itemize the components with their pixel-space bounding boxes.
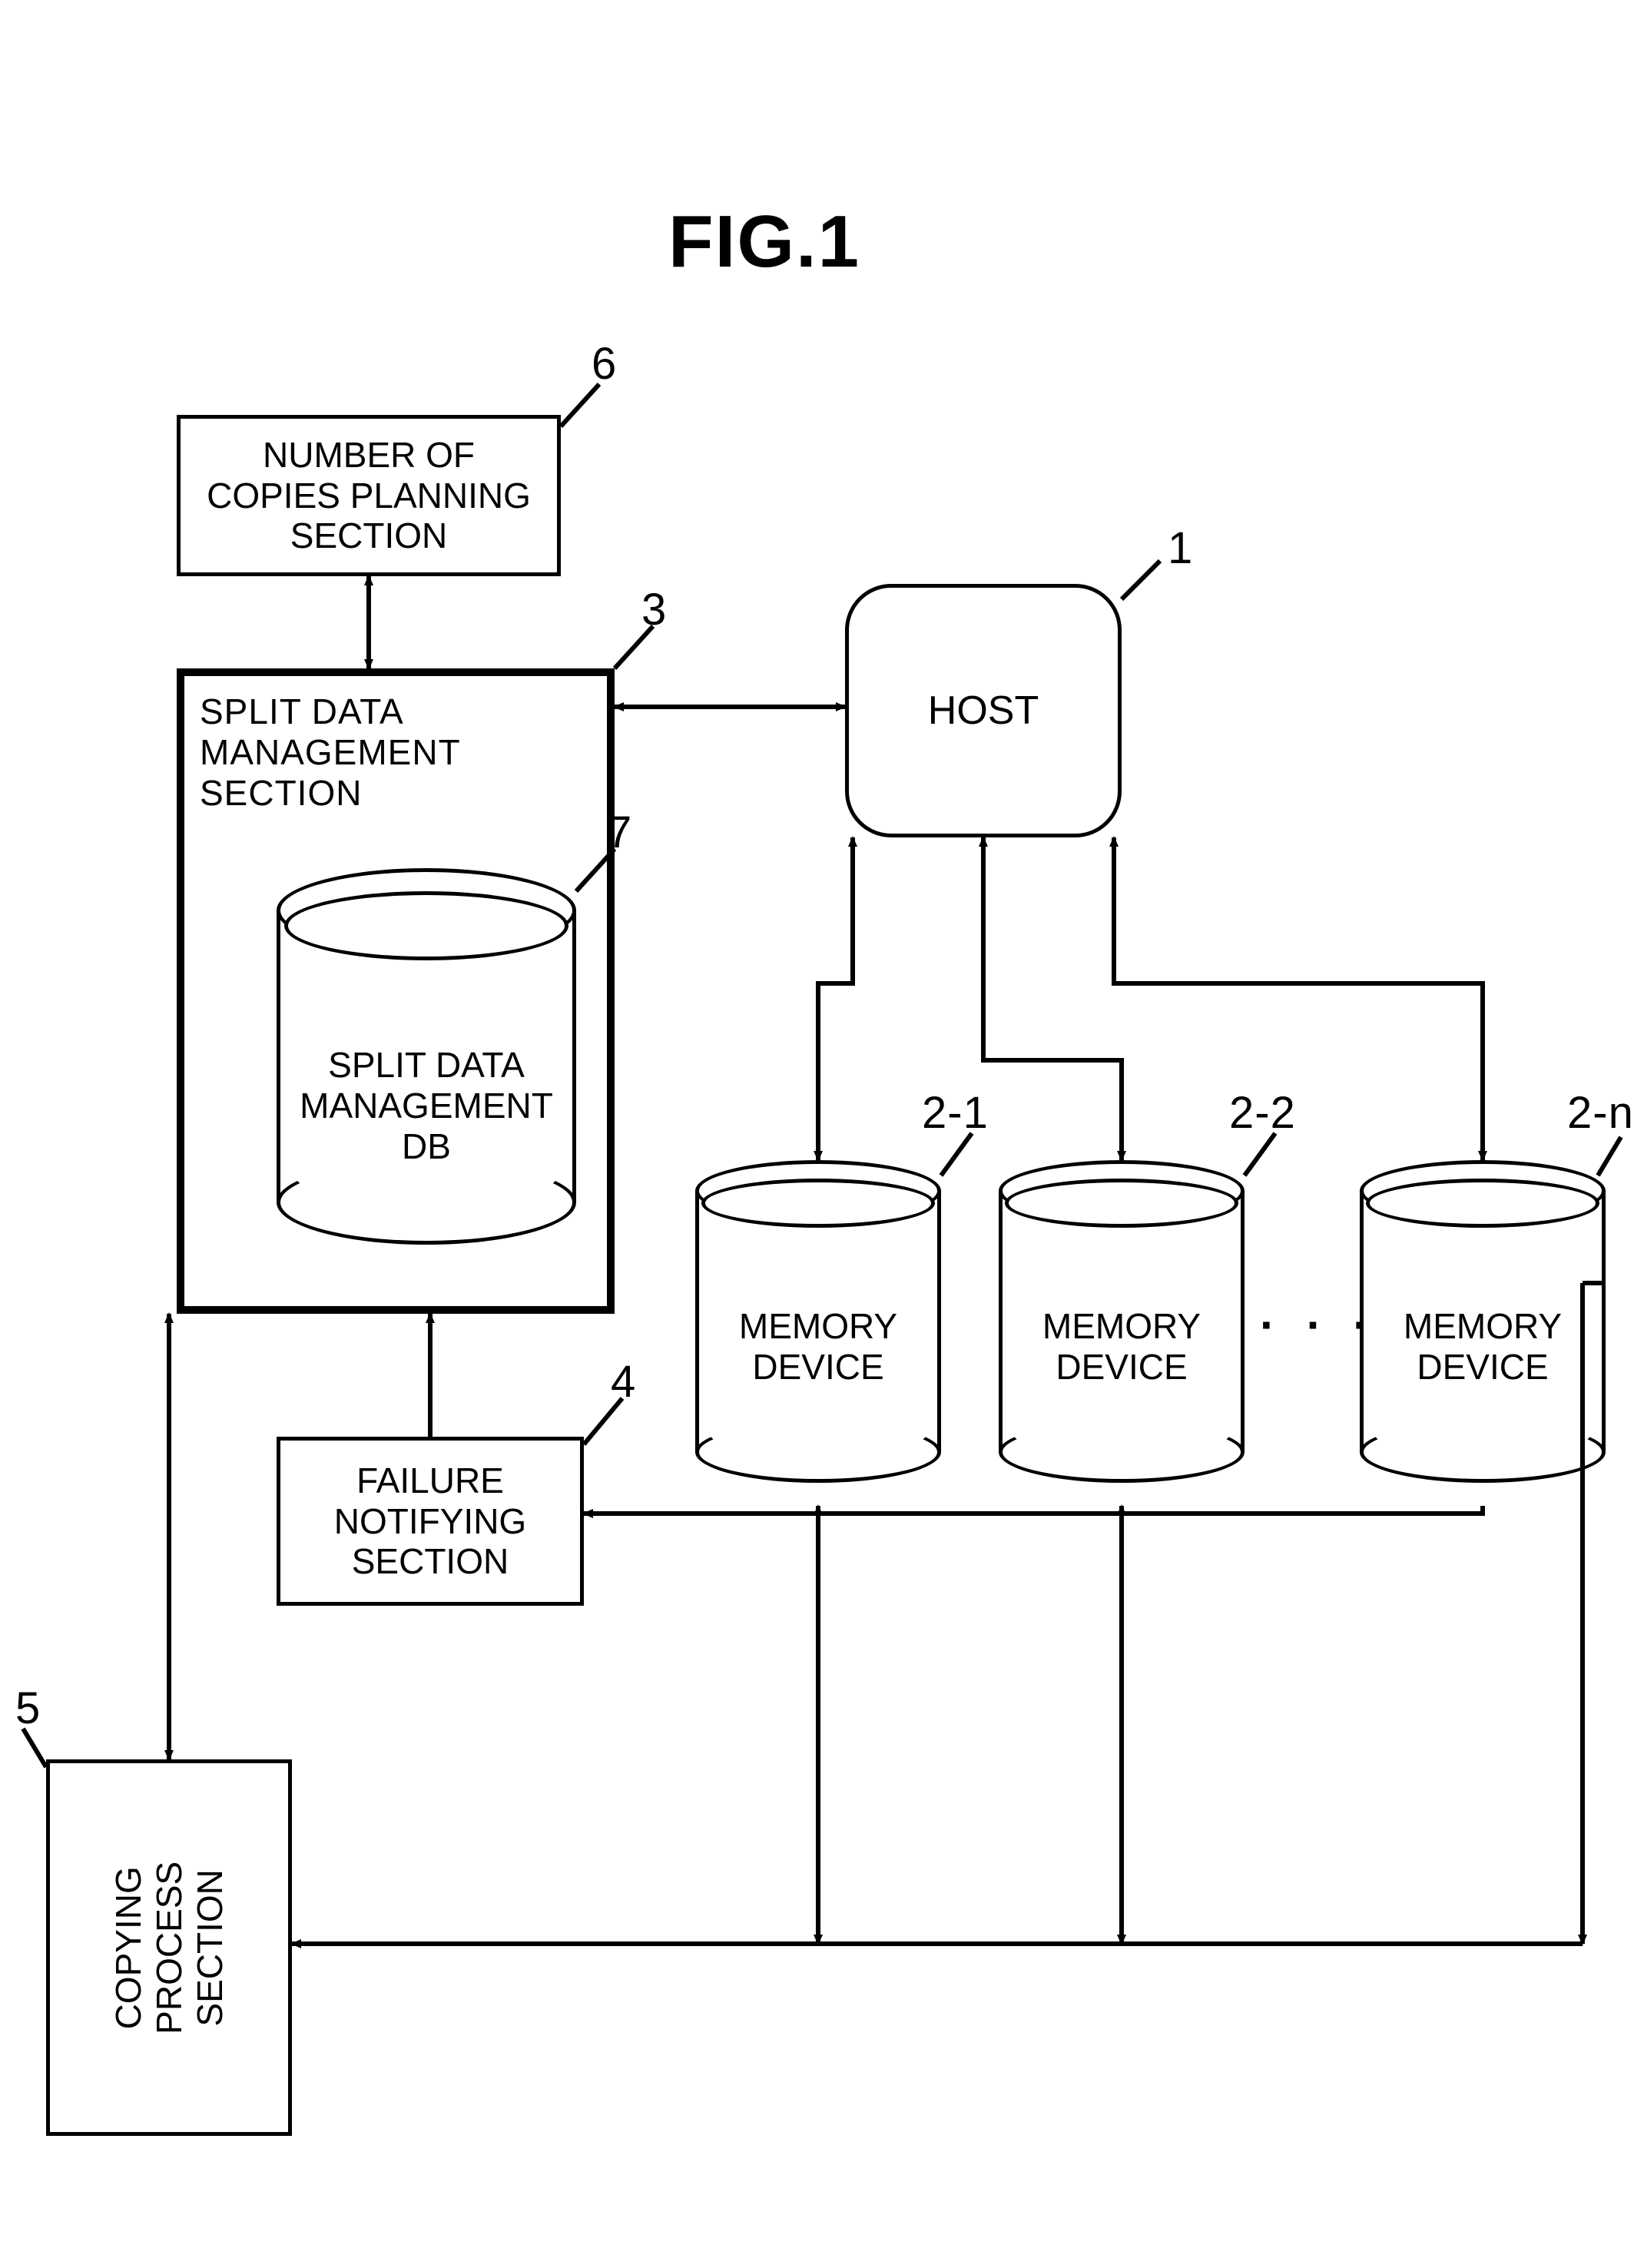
ref-6: 6 [592, 338, 617, 390]
ref-1: 1 [1168, 522, 1193, 574]
edge-host-mem2 [983, 837, 1122, 1160]
ref-2-n: 2-n [1567, 1087, 1634, 1139]
failure-box: FAILURE NOTIFYING SECTION [277, 1437, 584, 1606]
edge-ref5-lead [23, 1729, 46, 1767]
edge-fail-mem2 [584, 1506, 1122, 1514]
host-box: HOST [845, 584, 1122, 837]
ref-2-1: 2-1 [922, 1087, 989, 1139]
copies-planning-box: NUMBER OF COPIES PLANNING SECTION [177, 415, 561, 576]
host-label: HOST [928, 688, 1039, 734]
copying-label: COPYING PROCESS SECTION [108, 1862, 230, 2034]
edge-host-memn [1114, 837, 1483, 1160]
edge-ref6-lead [561, 384, 599, 426]
ref-5: 5 [15, 1683, 41, 1734]
figure-canvas: FIG.1 NUMBER OF COPIES PLANNING SECTION … [0, 0, 1634, 2268]
edge-host-mem1 [818, 837, 853, 1160]
edge-ref22-lead [1245, 1133, 1275, 1175]
ref-4: 4 [611, 1356, 636, 1408]
figure-title: FIG.1 [668, 200, 860, 284]
memory-1-cylinder: MEMORY DEVICE [695, 1160, 941, 1483]
split-db-cylinder: SPLIT DATA MANAGEMENT DB [277, 868, 576, 1245]
edge-fail-mem1 [584, 1506, 818, 1514]
memory-2-cylinder: MEMORY DEVICE [999, 1160, 1245, 1483]
edge-ref21-lead [941, 1133, 972, 1175]
split-mgmt-label: SPLIT DATA MANAGEMENT SECTION [200, 691, 461, 814]
edge-fail-memn [584, 1506, 1483, 1514]
ref-7: 7 [607, 807, 632, 858]
copying-box: COPYING PROCESS SECTION [46, 1759, 292, 2136]
ref-2-2: 2-2 [1229, 1087, 1296, 1139]
memory-n-cylinder: MEMORY DEVICE [1360, 1160, 1606, 1483]
ref-3: 3 [641, 584, 667, 635]
edge-ref1-lead [1122, 561, 1160, 599]
